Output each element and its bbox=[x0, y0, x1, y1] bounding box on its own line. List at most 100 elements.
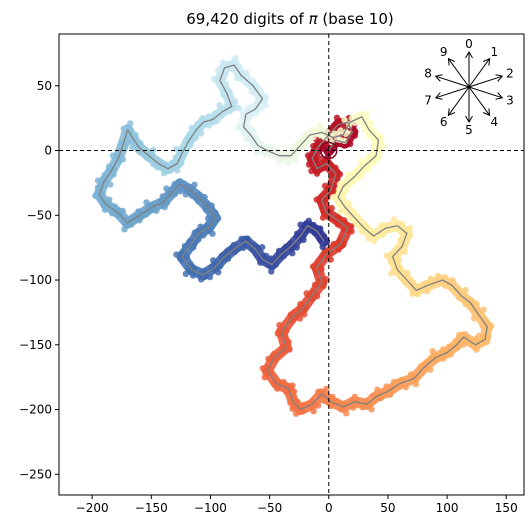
direction-arrow bbox=[468, 86, 503, 99]
direction-arrow bbox=[435, 75, 470, 88]
digit-point bbox=[429, 348, 436, 355]
digit-point bbox=[321, 146, 329, 153]
digit-point bbox=[190, 244, 197, 251]
digit-point bbox=[274, 385, 281, 392]
digit-point bbox=[402, 383, 410, 391]
digit-point bbox=[222, 80, 230, 88]
direction-digit-label: 2 bbox=[506, 67, 514, 81]
digit-point bbox=[119, 207, 127, 215]
digit-point bbox=[232, 54, 239, 62]
digit-point bbox=[213, 117, 220, 125]
digit-point bbox=[291, 143, 298, 150]
digit-point bbox=[189, 272, 197, 279]
start-marker bbox=[320, 141, 338, 160]
digit-point bbox=[300, 236, 307, 244]
digit-point bbox=[204, 215, 212, 222]
x-tick-label: 0 bbox=[325, 501, 333, 515]
digit-point bbox=[409, 290, 416, 297]
digit-point bbox=[332, 164, 339, 172]
digit-point bbox=[336, 170, 344, 178]
digit-point bbox=[258, 105, 265, 112]
digit-point bbox=[347, 397, 355, 404]
digit-point bbox=[267, 144, 275, 151]
direction-arrow bbox=[435, 86, 470, 99]
digit-point bbox=[348, 223, 355, 230]
digit-point bbox=[119, 156, 127, 163]
digit-point bbox=[365, 235, 372, 242]
digit-point bbox=[470, 315, 478, 322]
digit-point bbox=[327, 402, 335, 409]
y-tick-label: −100 bbox=[19, 273, 52, 287]
digit-point bbox=[473, 300, 480, 308]
digit-point bbox=[243, 69, 250, 77]
digit-point bbox=[335, 200, 343, 208]
digit-point bbox=[115, 212, 123, 219]
digit-point bbox=[320, 163, 328, 170]
digit-point bbox=[153, 207, 160, 214]
digit-point bbox=[289, 250, 296, 257]
digit-point bbox=[263, 252, 270, 260]
direction-digit-label: 7 bbox=[424, 93, 432, 107]
digit-point bbox=[300, 311, 308, 318]
digit-point bbox=[194, 197, 202, 205]
digit-point bbox=[177, 187, 184, 195]
digit-point bbox=[197, 223, 204, 230]
digit-point bbox=[246, 125, 253, 132]
digit-point bbox=[313, 170, 321, 177]
digit-point bbox=[202, 206, 210, 213]
digit-point bbox=[105, 163, 113, 170]
digit-point bbox=[268, 268, 275, 275]
digit-point bbox=[452, 337, 460, 345]
digit-point bbox=[330, 188, 337, 195]
digit-point bbox=[386, 257, 394, 265]
digit-point bbox=[370, 158, 378, 165]
x-tick-label: 150 bbox=[495, 501, 518, 515]
digit-point bbox=[333, 114, 341, 121]
direction-arrowhead bbox=[447, 57, 455, 66]
digit-point bbox=[283, 388, 290, 396]
direction-digit-label: 9 bbox=[440, 45, 448, 59]
digit-point bbox=[378, 222, 385, 229]
digit-point bbox=[108, 210, 116, 217]
digit-point bbox=[390, 216, 398, 223]
direction-arrow bbox=[468, 58, 490, 88]
direction-digit-label: 3 bbox=[506, 93, 514, 107]
digit-point bbox=[395, 256, 403, 263]
digit-point bbox=[319, 243, 326, 251]
digit-point bbox=[289, 382, 296, 389]
digit-point bbox=[337, 406, 345, 413]
digit-point bbox=[160, 170, 168, 177]
digit-point bbox=[297, 221, 304, 228]
digit-point bbox=[296, 138, 304, 145]
digit-point bbox=[276, 157, 283, 164]
digit-point bbox=[265, 355, 272, 363]
digit-point bbox=[143, 199, 150, 206]
digit-point bbox=[365, 152, 373, 160]
digit-point bbox=[238, 235, 245, 243]
digit-point bbox=[434, 272, 442, 280]
x-tick-label: 50 bbox=[380, 501, 395, 515]
digit-point bbox=[473, 346, 480, 353]
direction-digit-label: 4 bbox=[490, 115, 498, 129]
digit-point bbox=[109, 152, 117, 159]
digit-point bbox=[400, 229, 408, 236]
digit-point bbox=[413, 373, 420, 381]
digit-point bbox=[121, 226, 128, 233]
digit-point bbox=[209, 257, 217, 264]
x-tick-label: −150 bbox=[135, 501, 168, 515]
digit-point bbox=[120, 125, 127, 133]
digit-point bbox=[211, 110, 218, 117]
direction-digit-label: 5 bbox=[465, 123, 473, 137]
digit-point bbox=[163, 185, 170, 192]
digit-point bbox=[262, 101, 269, 109]
digit-point bbox=[197, 130, 205, 137]
y-tick-label: −50 bbox=[27, 208, 52, 222]
digit-point bbox=[340, 220, 348, 227]
digit-point bbox=[311, 229, 319, 237]
digit-point bbox=[94, 177, 102, 184]
digit-point bbox=[174, 167, 181, 174]
digit-point bbox=[129, 144, 136, 151]
digit-point bbox=[319, 214, 327, 221]
direction-arrow bbox=[448, 86, 470, 116]
